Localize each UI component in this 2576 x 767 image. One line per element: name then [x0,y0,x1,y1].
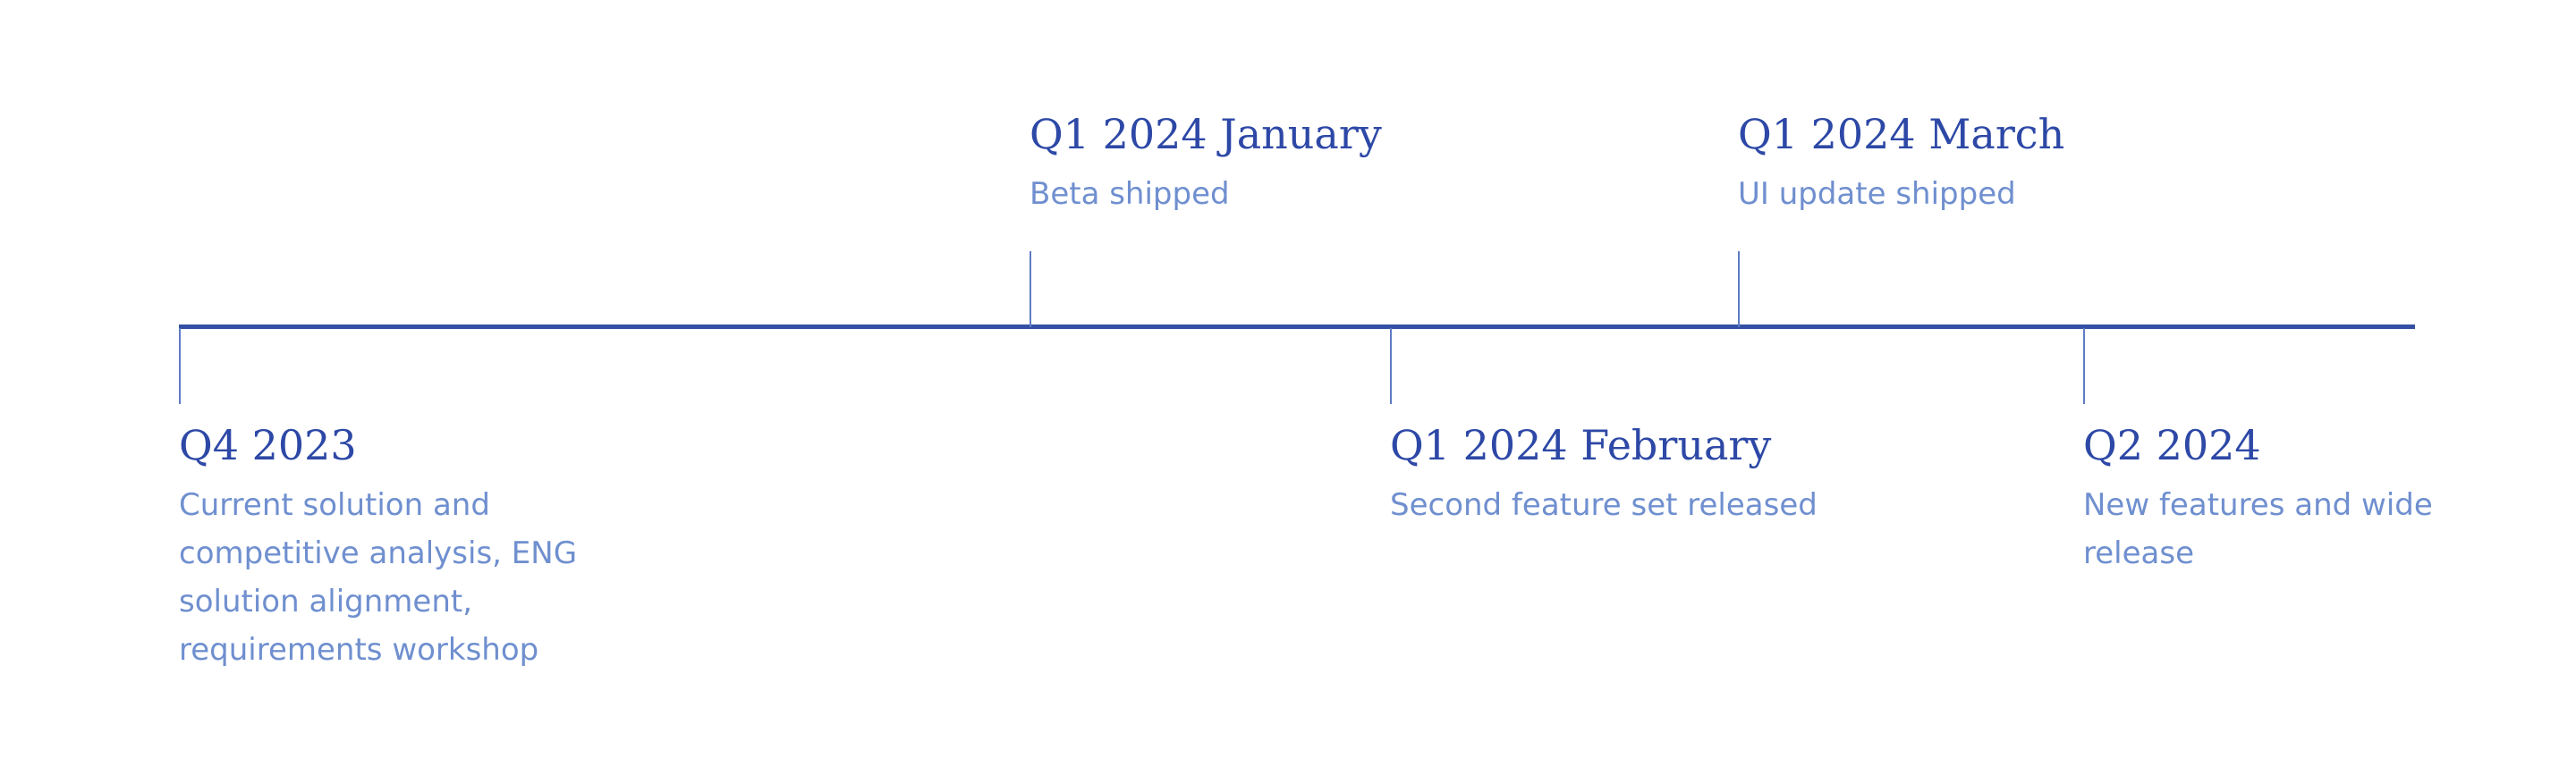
milestone-date: Q4 2023 [179,421,357,469]
milestone-date: Q1 2024 January [1030,110,1382,158]
milestone-description: UI update shipped [1738,176,2016,212]
milestone-tick-q1-2024-january [1030,251,1031,327]
milestone-date: Q2 2024 [2083,421,2261,469]
milestone-q2-2024: Q2 2024 New features and wide release [2083,420,2459,577]
milestone-tick-q4-2023 [179,328,181,404]
milestone-tick-q2-2024 [2083,328,2085,404]
milestone-date: Q1 2024 March [1738,110,2065,158]
milestone-q1-2024-february: Q1 2024 February Second feature set rele… [1390,420,1945,529]
milestone-q4-2023: Q4 2023 Current solution and competitive… [179,420,608,674]
milestone-q1-2024-march: Q1 2024 March UI update shipped [1738,109,2185,218]
milestone-tick-q1-2024-february [1390,328,1392,404]
milestone-description: Beta shipped [1030,176,1230,212]
milestone-description: New features and wide release [2083,487,2433,571]
milestone-tick-q1-2024-march [1738,251,1740,327]
milestone-q1-2024-january: Q1 2024 January Beta shipped [1030,109,1477,218]
milestone-description: Current solution and competitive analysi… [179,487,578,668]
milestone-description: Second feature set released [1390,487,1818,523]
milestone-date: Q1 2024 February [1390,421,1772,469]
timeline-axis [179,324,2415,329]
